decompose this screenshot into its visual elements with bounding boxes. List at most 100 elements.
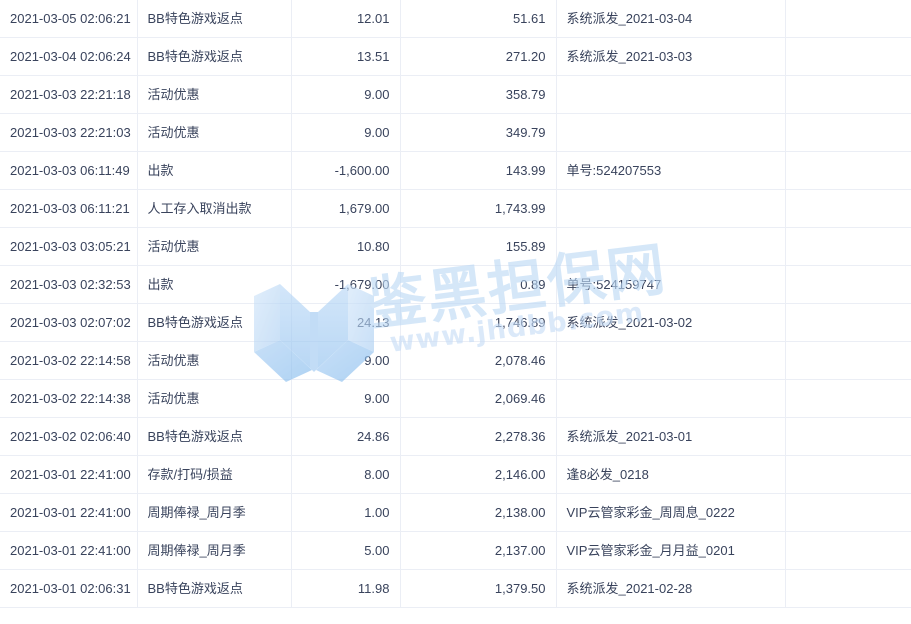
cell-change-amount: 9.00 bbox=[291, 341, 401, 380]
cell-time: 2021-03-01 22:41:00 bbox=[0, 493, 138, 532]
cell-change-amount: 13.51 bbox=[291, 37, 401, 76]
cell-change-amount: 1.00 bbox=[291, 493, 401, 532]
cell-type: 出款 bbox=[137, 151, 292, 190]
cell-balance: 0.89 bbox=[400, 265, 557, 304]
cell-extra bbox=[785, 493, 911, 532]
cell-change-amount: 24.13 bbox=[291, 303, 401, 342]
cell-balance: 2,069.46 bbox=[400, 379, 557, 418]
cell-remark: 系统派发_2021-03-02 bbox=[556, 303, 786, 342]
cell-extra bbox=[785, 189, 911, 228]
cell-type: 周期俸禄_周月季 bbox=[137, 531, 292, 570]
table-row: 2021-03-05 02:06:21 BB特色游戏返点 12.01 51.61 系统派… bbox=[0, 0, 911, 38]
cell-extra bbox=[785, 37, 911, 76]
cell-remark bbox=[556, 227, 786, 266]
cell-time: 2021-03-04 02:06:24 bbox=[0, 37, 138, 76]
cell-change-amount: 9.00 bbox=[291, 113, 401, 152]
cell-extra bbox=[785, 75, 911, 114]
cell-extra bbox=[785, 531, 911, 570]
cell-time: 2021-03-03 22:21:03 bbox=[0, 113, 138, 152]
cell-type: 人工存入取消出款 bbox=[137, 189, 292, 228]
cell-type: BB特色游戏返点 bbox=[137, 569, 292, 608]
transaction-table-container: 2021-03-05 02:06:21 BB特色游戏返点 12.01 51.61 系统派… bbox=[0, 0, 911, 608]
table-row: 2021-03-02 22:14:58 活动优惠 9.00 2,078.46 bbox=[0, 341, 911, 380]
cell-time: 2021-03-03 06:11:21 bbox=[0, 189, 138, 228]
cell-change-amount: 9.00 bbox=[291, 75, 401, 114]
cell-extra bbox=[785, 0, 911, 38]
cell-change-amount: 9.00 bbox=[291, 379, 401, 418]
cell-time: 2021-03-02 22:14:58 bbox=[0, 341, 138, 380]
cell-extra bbox=[785, 569, 911, 608]
cell-remark: 单号:524159747 bbox=[556, 265, 786, 304]
cell-extra bbox=[785, 341, 911, 380]
cell-remark bbox=[556, 113, 786, 152]
cell-extra bbox=[785, 379, 911, 418]
cell-extra bbox=[785, 417, 911, 456]
cell-time: 2021-03-03 02:07:02 bbox=[0, 303, 138, 342]
cell-remark: 系统派发_2021-02-28 bbox=[556, 569, 786, 608]
cell-balance: 2,078.46 bbox=[400, 341, 557, 380]
cell-balance: 2,146.00 bbox=[400, 455, 557, 494]
cell-extra bbox=[785, 151, 911, 190]
cell-type: 周期俸禄_周月季 bbox=[137, 493, 292, 532]
cell-balance: 1,746.89 bbox=[400, 303, 557, 342]
cell-remark: VIP云管家彩金_月月益_0201 bbox=[556, 531, 786, 570]
cell-type: 出款 bbox=[137, 265, 292, 304]
cell-change-amount: 11.98 bbox=[291, 569, 401, 608]
cell-type: BB特色游戏返点 bbox=[137, 37, 292, 76]
cell-remark: 系统派发_2021-03-01 bbox=[556, 417, 786, 456]
cell-remark: 系统派发_2021-03-04 bbox=[556, 0, 786, 38]
cell-type: BB特色游戏返点 bbox=[137, 417, 292, 456]
cell-remark: 逢8必发_0218 bbox=[556, 455, 786, 494]
table-row: 2021-03-02 22:14:38 活动优惠 9.00 2,069.46 bbox=[0, 379, 911, 418]
cell-time: 2021-03-01 02:06:31 bbox=[0, 569, 138, 608]
cell-time: 2021-03-03 02:32:53 bbox=[0, 265, 138, 304]
table-row: 2021-03-01 02:06:31 BB特色游戏返点 11.98 1,379.50… bbox=[0, 569, 911, 608]
cell-extra bbox=[785, 455, 911, 494]
cell-type: 活动优惠 bbox=[137, 75, 292, 114]
cell-balance: 2,278.36 bbox=[400, 417, 557, 456]
cell-type: BB特色游戏返点 bbox=[137, 303, 292, 342]
cell-time: 2021-03-02 22:14:38 bbox=[0, 379, 138, 418]
table-row: 2021-03-04 02:06:24 BB特色游戏返点 13.51 271.20 系统… bbox=[0, 37, 911, 76]
cell-extra bbox=[785, 113, 911, 152]
cell-balance: 1,743.99 bbox=[400, 189, 557, 228]
table-row: 2021-03-03 22:21:03 活动优惠 9.00 349.79 bbox=[0, 113, 911, 152]
cell-type: 活动优惠 bbox=[137, 379, 292, 418]
cell-extra bbox=[785, 227, 911, 266]
table-row: 2021-03-03 02:07:02 BB特色游戏返点 24.13 1,746.89… bbox=[0, 303, 911, 342]
cell-remark: 单号:524207553 bbox=[556, 151, 786, 190]
cell-change-amount: 10.80 bbox=[291, 227, 401, 266]
cell-balance: 2,138.00 bbox=[400, 493, 557, 532]
cell-remark: 系统派发_2021-03-03 bbox=[556, 37, 786, 76]
table-row: 2021-03-03 02:32:53 出款 -1,679.00 0.89 单号:524… bbox=[0, 265, 911, 304]
cell-time: 2021-03-03 06:11:49 bbox=[0, 151, 138, 190]
cell-time: 2021-03-02 02:06:40 bbox=[0, 417, 138, 456]
cell-balance: 2,137.00 bbox=[400, 531, 557, 570]
cell-balance: 358.79 bbox=[400, 75, 557, 114]
cell-remark bbox=[556, 341, 786, 380]
cell-type: 活动优惠 bbox=[137, 227, 292, 266]
cell-remark bbox=[556, 75, 786, 114]
cell-extra bbox=[785, 303, 911, 342]
cell-remark bbox=[556, 189, 786, 228]
cell-remark bbox=[556, 379, 786, 418]
cell-balance: 349.79 bbox=[400, 113, 557, 152]
cell-extra bbox=[785, 265, 911, 304]
cell-change-amount: -1,679.00 bbox=[291, 265, 401, 304]
cell-change-amount: 12.01 bbox=[291, 0, 401, 38]
table-row: 2021-03-02 02:06:40 BB特色游戏返点 24.86 2,278.36… bbox=[0, 417, 911, 456]
cell-change-amount: -1,600.00 bbox=[291, 151, 401, 190]
cell-time: 2021-03-01 22:41:00 bbox=[0, 531, 138, 570]
cell-time: 2021-03-03 03:05:21 bbox=[0, 227, 138, 266]
cell-type: BB特色游戏返点 bbox=[137, 0, 292, 38]
cell-change-amount: 8.00 bbox=[291, 455, 401, 494]
cell-time: 2021-03-01 22:41:00 bbox=[0, 455, 138, 494]
table-row: 2021-03-01 22:41:00 周期俸禄_周月季 1.00 2,138.00 V… bbox=[0, 493, 911, 532]
cell-change-amount: 1,679.00 bbox=[291, 189, 401, 228]
table-row: 2021-03-03 06:11:21 人工存入取消出款 1,679.00 1,743… bbox=[0, 189, 911, 228]
cell-balance: 51.61 bbox=[400, 0, 557, 38]
cell-balance: 1,379.50 bbox=[400, 569, 557, 608]
cell-type: 活动优惠 bbox=[137, 113, 292, 152]
transaction-table: 2021-03-05 02:06:21 BB特色游戏返点 12.01 51.61 系统派… bbox=[0, 0, 911, 608]
cell-time: 2021-03-03 22:21:18 bbox=[0, 75, 138, 114]
